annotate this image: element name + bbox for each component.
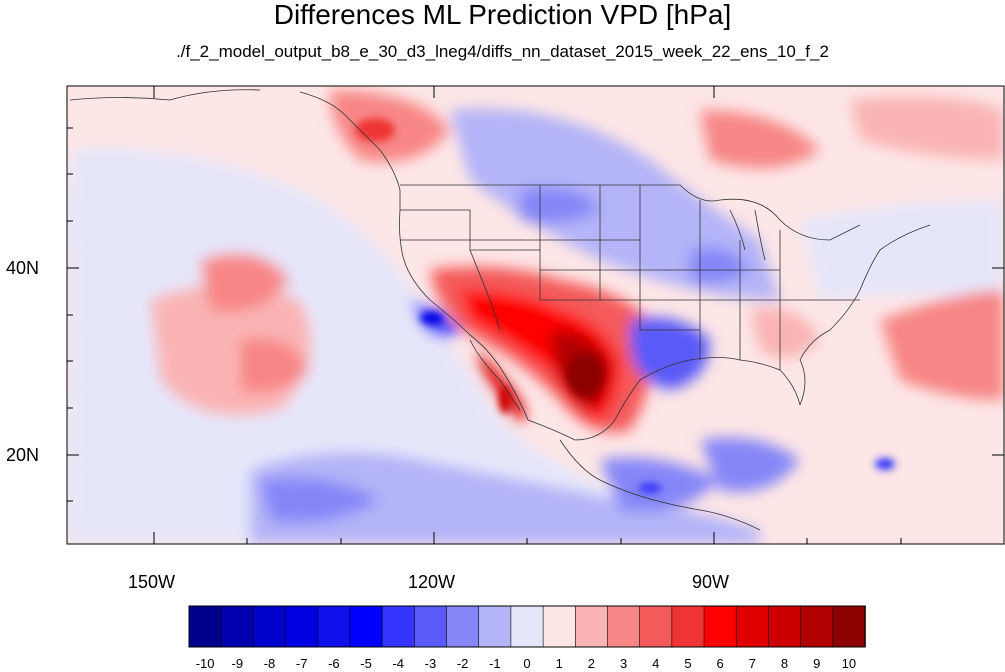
colorbar-swatch — [446, 605, 480, 648]
colorbar-swatch — [381, 605, 416, 648]
colorbar-tick-label: -5 — [360, 656, 372, 671]
lon-label-120w: 120W — [408, 572, 456, 592]
colorbar-swatch — [542, 605, 577, 648]
colorbar-tick-label: 1 — [555, 656, 563, 671]
colorbar-tick-label: 0 — [523, 656, 531, 671]
colorbar-swatch — [253, 605, 287, 648]
colorbar-swatch — [832, 605, 866, 648]
field-layer — [67, 86, 1004, 544]
colorbar-swatch — [574, 605, 609, 648]
colorbar-tick-label: 7 — [748, 656, 756, 671]
colorbar-swatch — [317, 605, 351, 648]
colorbar-swatch — [220, 605, 255, 648]
colorbar-frame — [188, 605, 866, 648]
colorbar-tick-label: -4 — [392, 656, 405, 671]
coastline-layer — [69, 89, 931, 531]
lon-label-150w: 150W — [128, 572, 176, 592]
colorbar-tick-label: 8 — [780, 656, 789, 671]
colorbar-tick-label: 2 — [587, 656, 595, 671]
lat-label-40n: 40N — [6, 258, 40, 278]
colorbar-swatch — [510, 605, 544, 648]
colorbar-tick-label: 6 — [716, 656, 724, 671]
colorbar-swatch — [800, 605, 834, 648]
colorbar — [188, 605, 866, 648]
colorbar-swatch — [607, 605, 641, 648]
colorbar-tick-label: -10 — [195, 656, 215, 671]
colorbar-swatch — [671, 605, 705, 648]
colorbar-tick-label: -2 — [456, 656, 469, 671]
colorbar-tick-label: 10 — [841, 656, 857, 671]
map-subtitle: ./f_2_model_output_b8_e_30_d3_lneg4/diff… — [176, 42, 829, 61]
colorbar-swatch — [735, 605, 770, 648]
colorbar-swatch — [349, 605, 383, 648]
map-title: Differences ML Prediction VPD [hPa] — [273, 0, 732, 30]
colorbar-tick-label: 4 — [652, 656, 660, 671]
colorbar-swatch — [414, 605, 448, 648]
colorbar-tick-label: 9 — [813, 656, 821, 671]
colorbar-tick-label: -3 — [424, 656, 437, 671]
lat-label-20n: 20N — [6, 445, 40, 465]
colorbar-tick-label: 3 — [619, 656, 628, 671]
colorbar-swatch — [703, 605, 738, 648]
colorbar-swatch — [639, 605, 673, 648]
colorbar-swatch — [478, 605, 512, 648]
colorbar-tick-label: -6 — [328, 656, 340, 671]
colorbar-tick-label: -1 — [489, 656, 501, 671]
colorbar-swatch — [188, 605, 222, 648]
colorbar-tick-label: -9 — [231, 656, 244, 671]
colorbar-tick-label: -8 — [263, 656, 276, 671]
colorbar-tick-label: -7 — [295, 656, 308, 671]
colorbar-swatch — [285, 605, 319, 648]
lon-label-90w: 90W — [692, 572, 730, 592]
colorbar-swatch — [768, 605, 802, 648]
axis-ticks — [67, 86, 1004, 544]
colorbar-tick-label: 5 — [684, 656, 692, 671]
